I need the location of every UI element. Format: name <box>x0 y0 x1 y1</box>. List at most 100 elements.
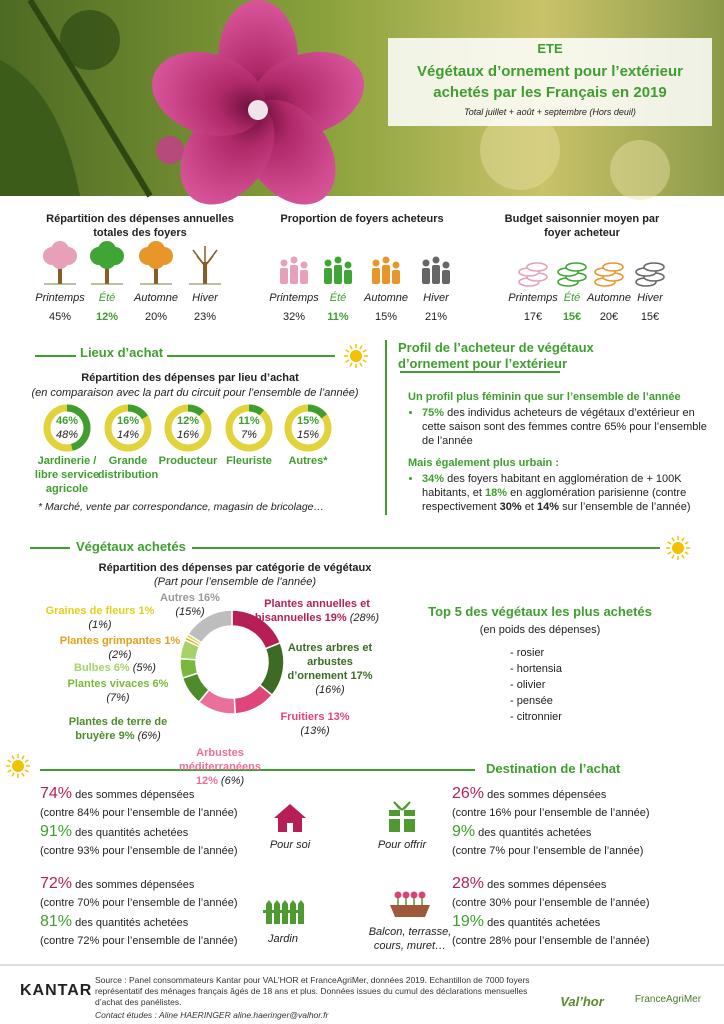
segment-name: Autres <box>160 592 195 604</box>
sun-ray <box>7 759 12 763</box>
stat-line: 28% des sommes dépensées <box>452 876 606 892</box>
head <box>334 256 342 264</box>
stat-pct: 74% <box>40 785 73 802</box>
body <box>422 268 430 284</box>
segment-value: 1% <box>138 605 155 617</box>
title-note: Total juillet + août + septembre (Hors d… <box>464 107 636 117</box>
sun-ray <box>681 554 685 559</box>
season: ETE <box>537 41 563 56</box>
stat-line: 72% des sommes dépensées <box>40 876 194 892</box>
section-title: Végétaux achetés <box>70 540 192 554</box>
top5-title: Top 5 des végétaux les plus achetés <box>428 604 652 619</box>
sun-ray <box>349 345 353 350</box>
sun-icon <box>6 754 30 778</box>
segment-value: 13% <box>327 711 350 723</box>
stat: 75% <box>422 407 445 419</box>
season-label: Automne <box>363 292 409 304</box>
segment-name: Arbustes méditerranéens <box>179 747 261 773</box>
stat-value: 32% <box>282 311 306 323</box>
stat-text: des sommes dépensées <box>484 789 607 801</box>
top5-list: - rosier - hortensia - olivier - pensée - ci… <box>510 645 562 725</box>
section-title: Profil de l’acheteur de végétaux d’ornem… <box>398 340 594 371</box>
season-label: Hiver <box>192 292 218 304</box>
stat-note: (contre 72% pour l’ensemble de l’année) <box>40 935 238 947</box>
segment-name: Plantes de terre de bruyère <box>68 716 168 742</box>
segment-year: (15%) <box>175 606 205 618</box>
stat-note: (contre 7% pour l’ensemble de l’année) <box>452 845 644 857</box>
trunk <box>105 262 109 284</box>
sun-ray <box>359 362 363 367</box>
gift-icon <box>389 801 415 832</box>
coin <box>602 262 624 272</box>
logo: FranceAgriMer <box>634 994 702 1005</box>
stat-pct: 19% <box>452 913 485 930</box>
segment-name: Bulbes <box>74 662 111 674</box>
ring-value: 11% <box>238 415 260 427</box>
stat-value: 11% <box>327 311 349 323</box>
season-label: Printemps <box>35 292 85 304</box>
body <box>300 270 308 284</box>
stat-text: des quantités achetées <box>484 917 601 929</box>
segment-label: Bulbes 6% (5%) <box>70 661 160 675</box>
head <box>442 261 450 269</box>
sun-ray <box>349 362 353 367</box>
stat-pct: 9% <box>452 823 476 840</box>
stat: 18% <box>485 487 508 499</box>
season-label: Automne <box>586 292 632 304</box>
text: et <box>521 501 537 513</box>
fence-icon <box>263 900 304 924</box>
top5-item: - pensée <box>510 695 553 707</box>
place-label: Jardinerie / libre service agricole <box>34 455 100 495</box>
segment-name: Graines de fleurs <box>45 605 136 617</box>
body <box>432 265 440 284</box>
chart-subtitle: (Part pour l’ensemble de l’année) <box>153 576 317 588</box>
top5-subtitle: (en poids des dépenses) <box>479 624 601 636</box>
body <box>344 270 352 284</box>
season-label: Été <box>329 292 347 304</box>
place-label: Fleuriste <box>226 455 272 467</box>
segment-label: Arbustes méditerranéens 12% (6%) <box>170 746 270 788</box>
body <box>442 270 450 284</box>
people-icon <box>372 256 400 284</box>
ring-value: 12% <box>176 415 200 427</box>
season-label: Automne <box>133 292 179 304</box>
segment-year: (1%) <box>88 619 112 631</box>
stat-note: (contre 70% pour l’ensemble de l’année) <box>40 897 238 909</box>
stat-title: Proportion de foyers acheteurs <box>280 213 444 225</box>
head <box>280 259 288 267</box>
icon-label: Jardin <box>268 933 298 945</box>
ring-year: 14% <box>116 429 140 441</box>
tree-icon <box>139 241 173 285</box>
stat-value: 15% <box>374 311 398 323</box>
ring-arc <box>225 404 273 452</box>
sun-disc <box>350 350 362 362</box>
segment-year: (2%) <box>108 649 132 661</box>
stat-text: des quantités achetées <box>72 917 189 929</box>
stat: 30% <box>499 501 522 513</box>
segment-value: 17% <box>350 670 373 682</box>
segment-year: (6%) <box>220 775 245 787</box>
head <box>382 256 390 264</box>
body <box>290 265 298 284</box>
stat-line: 81% des quantités achetées <box>40 914 189 930</box>
tree-icon <box>43 241 77 285</box>
planter-icon <box>390 891 430 917</box>
ring-arc <box>284 404 332 452</box>
sun-ray <box>11 755 15 760</box>
trunk <box>58 262 62 284</box>
sun-ray <box>684 551 689 555</box>
text: en agglomération parisienne (contre resp… <box>422 487 687 513</box>
sun-icon <box>344 344 368 368</box>
body <box>372 268 380 284</box>
sun-ray <box>21 755 25 760</box>
ring-arc <box>43 404 91 452</box>
title-line: Végétaux d’ornement pour l’extérieur <box>417 63 683 80</box>
segment-value: 6% <box>113 662 130 674</box>
stat-note: (contre 30% pour l’ensemble de l’année) <box>452 897 650 909</box>
note: (en comparaison avec la part du circuit … <box>31 387 359 399</box>
text: des foyers habitant en agglomération de … <box>422 473 682 499</box>
tree-icon <box>90 241 124 285</box>
top5-item: - hortensia <box>510 663 562 675</box>
